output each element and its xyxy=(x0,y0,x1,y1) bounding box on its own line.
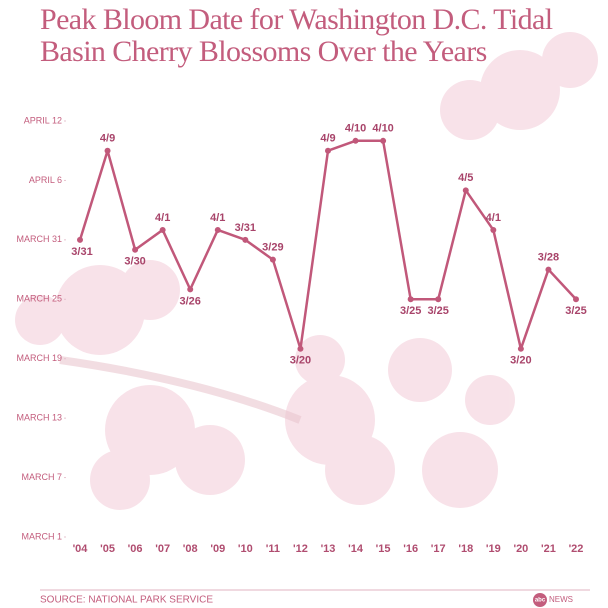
point xyxy=(104,147,111,154)
point xyxy=(407,296,414,303)
x-tick-label: '08 xyxy=(183,543,198,555)
value-label: 3/30 xyxy=(124,256,145,268)
y-tick-label: MARCH 13 xyxy=(16,413,62,423)
point xyxy=(269,256,276,263)
x-tick-label: '06 xyxy=(128,543,143,555)
x-tick-label: '21 xyxy=(541,543,556,555)
point xyxy=(159,226,166,233)
x-tick-label: '09 xyxy=(210,543,225,555)
point xyxy=(214,226,221,233)
x-tick-label: '16 xyxy=(403,543,418,555)
x-tick-label: '07 xyxy=(155,543,170,555)
value-label: 3/25 xyxy=(428,305,449,317)
value-label: 4/1 xyxy=(155,212,170,224)
point xyxy=(517,345,524,352)
x-tick-label: '05 xyxy=(100,543,115,555)
point xyxy=(462,187,469,194)
y-tick-label: MARCH 19 xyxy=(16,353,62,363)
point xyxy=(77,236,83,243)
source: SOURCE: NATIONAL PARK SERVICE xyxy=(40,595,213,606)
x-tick-label: '10 xyxy=(238,543,253,555)
value-label: 3/29 xyxy=(262,242,283,254)
value-label: 3/20 xyxy=(510,355,531,367)
value-label: 4/9 xyxy=(320,133,335,145)
x-tick-label: '12 xyxy=(293,543,308,555)
value-label: 3/28 xyxy=(538,251,559,263)
x-tick-label: '13 xyxy=(321,543,336,555)
chart-title: Peak Bloom Date for Washington D.C. Tida… xyxy=(40,3,553,36)
value-label: 4/10 xyxy=(372,123,393,135)
point xyxy=(325,147,331,154)
y-tick-label: MARCH 1 xyxy=(21,531,62,541)
logo: NEWS xyxy=(549,595,573,604)
value-label: 3/20 xyxy=(290,355,311,367)
value-label: 4/10 xyxy=(345,123,366,135)
x-tick-label: '15 xyxy=(376,543,391,555)
value-label: 4/5 xyxy=(458,172,473,184)
value-label: 4/1 xyxy=(210,212,225,224)
x-tick-label: '22 xyxy=(569,543,584,555)
y-tick-label: MARCH 25 xyxy=(16,294,62,304)
point xyxy=(132,246,139,253)
point xyxy=(490,226,497,233)
point xyxy=(573,296,579,303)
point xyxy=(187,286,194,293)
x-tick-label: '14 xyxy=(348,543,364,555)
logo-circle xyxy=(533,593,547,607)
logo: abc xyxy=(535,598,546,604)
value-label: 3/26 xyxy=(180,295,201,307)
value-label: 3/31 xyxy=(71,246,92,258)
y-tick-label: MARCH 7 xyxy=(21,472,62,482)
value-label: 4/1 xyxy=(486,212,501,224)
point xyxy=(352,137,359,144)
point xyxy=(435,296,442,303)
chart-title: Basin Cherry Blossoms Over the Years xyxy=(40,35,487,68)
point xyxy=(297,345,304,352)
x-tick-label: '04 xyxy=(73,543,89,555)
value-label: 3/25 xyxy=(400,305,421,317)
branch-decoration xyxy=(59,356,302,424)
point xyxy=(545,266,552,273)
point xyxy=(380,137,387,144)
value-label: 3/31 xyxy=(235,222,256,234)
x-tick-label: '20 xyxy=(513,543,528,555)
x-tick-label: '18 xyxy=(458,543,473,555)
value-label: 4/9 xyxy=(100,133,115,145)
y-tick-label: APRIL 6 xyxy=(29,175,62,185)
point xyxy=(242,236,249,243)
x-tick-label: '17 xyxy=(431,543,446,555)
y-tick-label: MARCH 31 xyxy=(16,234,62,244)
y-tick-label: APRIL 12 xyxy=(24,115,62,125)
x-tick-label: '19 xyxy=(486,543,501,555)
value-label: 3/25 xyxy=(565,305,586,317)
x-tick-label: '11 xyxy=(266,543,280,555)
blossom-decoration xyxy=(15,32,598,510)
